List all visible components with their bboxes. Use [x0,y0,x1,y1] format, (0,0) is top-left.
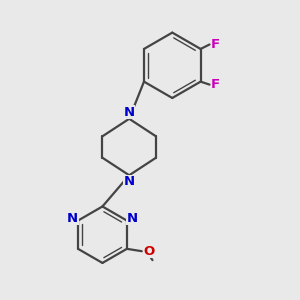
Text: F: F [211,78,220,91]
Text: N: N [124,175,135,188]
Text: N: N [67,212,78,225]
Text: N: N [127,212,138,225]
Text: O: O [143,245,155,258]
Text: N: N [124,106,135,119]
Text: F: F [211,38,220,51]
